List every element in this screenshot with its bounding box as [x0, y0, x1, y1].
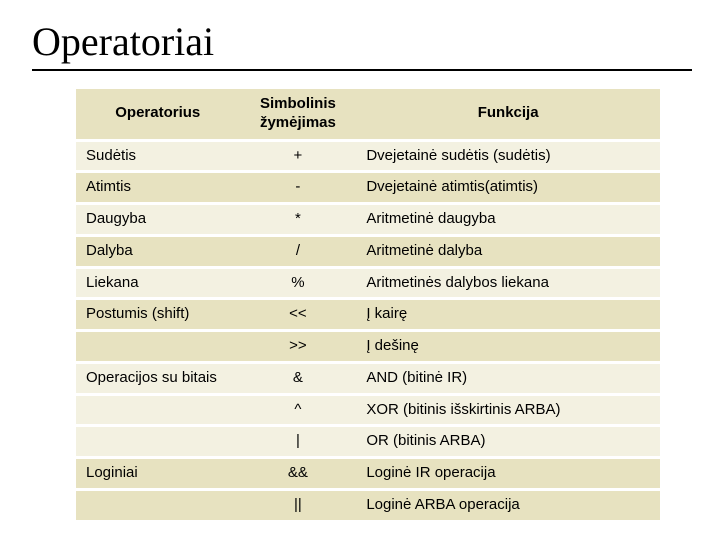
cell-operator: Atimtis — [76, 172, 240, 204]
col-header-symbol: Simbolinis žymėjimas — [240, 89, 357, 140]
table-container: Operatorius Simbolinis žymėjimas Funkcij… — [32, 89, 688, 523]
slide: Operatoriai Operatorius Simbolinis žymėj… — [0, 0, 720, 540]
cell-function: Dvejetainė atimtis(atimtis) — [356, 172, 660, 204]
cell-function: Aritmetinė dalyba — [356, 235, 660, 267]
cell-function: OR (bitinis ARBA) — [356, 426, 660, 458]
cell-function: Loginė ARBA operacija — [356, 489, 660, 521]
cell-operator: Loginiai — [76, 458, 240, 490]
col-header-function: Funkcija — [356, 89, 660, 140]
table-row: |OR (bitinis ARBA) — [76, 426, 660, 458]
table-row: Dalyba/Aritmetinė dalyba — [76, 235, 660, 267]
table-row: Postumis (shift)<<Į kairę — [76, 299, 660, 331]
operators-table: Operatorius Simbolinis žymėjimas Funkcij… — [76, 89, 660, 523]
table-row: >>Į dešinę — [76, 331, 660, 363]
cell-symbol: & — [240, 362, 357, 394]
cell-function: Dvejetainė sudėtis (sudėtis) — [356, 140, 660, 172]
page-title: Operatoriai — [32, 18, 688, 65]
table-row: Loginiai&&Loginė IR operacija — [76, 458, 660, 490]
cell-symbol: | — [240, 426, 357, 458]
cell-operator — [76, 394, 240, 426]
cell-symbol: % — [240, 267, 357, 299]
cell-symbol: >> — [240, 331, 357, 363]
cell-operator: Daugyba — [76, 204, 240, 236]
table-row: Atimtis-Dvejetainė atimtis(atimtis) — [76, 172, 660, 204]
cell-symbol: ^ — [240, 394, 357, 426]
cell-operator: Sudėtis — [76, 140, 240, 172]
cell-function: Aritmetinės dalybos liekana — [356, 267, 660, 299]
cell-symbol: && — [240, 458, 357, 490]
title-underline — [32, 69, 692, 71]
cell-symbol: << — [240, 299, 357, 331]
cell-function: Aritmetinė daugyba — [356, 204, 660, 236]
cell-function: Į dešinę — [356, 331, 660, 363]
table-row: Liekana%Aritmetinės dalybos liekana — [76, 267, 660, 299]
cell-symbol: - — [240, 172, 357, 204]
cell-symbol: * — [240, 204, 357, 236]
cell-operator — [76, 489, 240, 521]
table-row: Operacijos su bitais&AND (bitinė IR) — [76, 362, 660, 394]
cell-function: Loginė IR operacija — [356, 458, 660, 490]
cell-symbol: + — [240, 140, 357, 172]
cell-symbol: / — [240, 235, 357, 267]
cell-function: XOR (bitinis išskirtinis ARBA) — [356, 394, 660, 426]
cell-operator — [76, 426, 240, 458]
table-row: Sudėtis+Dvejetainė sudėtis (sudėtis) — [76, 140, 660, 172]
cell-operator: Dalyba — [76, 235, 240, 267]
cell-function: AND (bitinė IR) — [356, 362, 660, 394]
cell-symbol: || — [240, 489, 357, 521]
cell-operator — [76, 331, 240, 363]
cell-operator: Postumis (shift) — [76, 299, 240, 331]
table-header-row: Operatorius Simbolinis žymėjimas Funkcij… — [76, 89, 660, 140]
cell-operator: Operacijos su bitais — [76, 362, 240, 394]
col-header-operator: Operatorius — [76, 89, 240, 140]
table-row: Daugyba*Aritmetinė daugyba — [76, 204, 660, 236]
cell-function: Į kairę — [356, 299, 660, 331]
table-row: ||Loginė ARBA operacija — [76, 489, 660, 521]
cell-operator: Liekana — [76, 267, 240, 299]
table-row: ^XOR (bitinis išskirtinis ARBA) — [76, 394, 660, 426]
